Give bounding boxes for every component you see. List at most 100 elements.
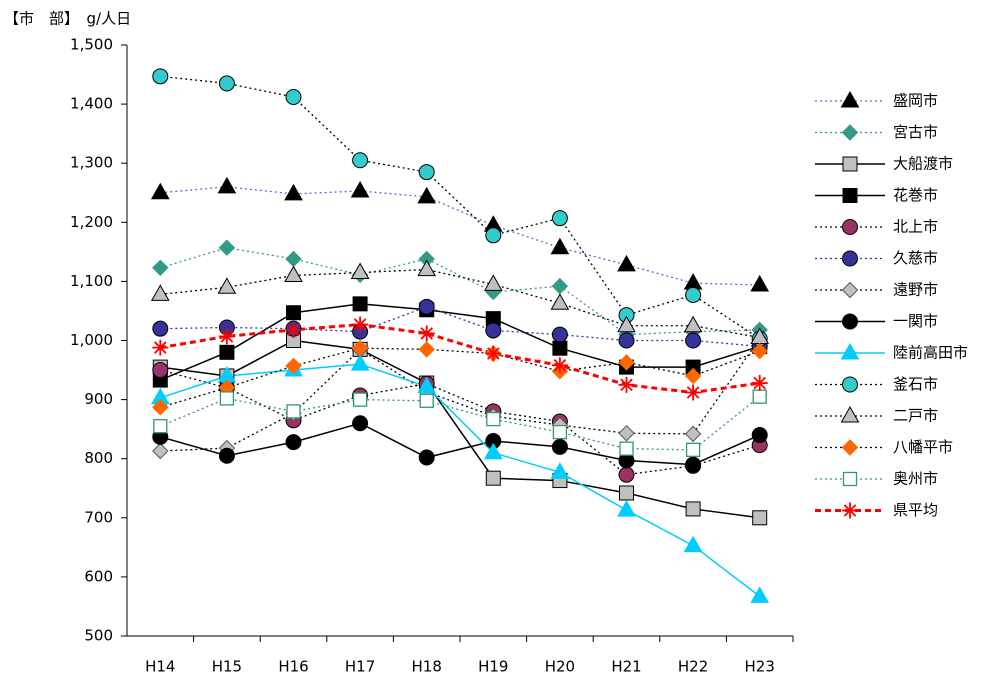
marker [152, 399, 169, 416]
marker [551, 438, 568, 455]
marker [285, 89, 302, 106]
marker [351, 339, 369, 357]
legend-label: 陸前高田市 [893, 344, 968, 362]
marker [618, 332, 635, 349]
marker [152, 362, 169, 379]
marker [285, 321, 302, 338]
marker [841, 281, 859, 299]
marker [352, 152, 369, 169]
marker [618, 354, 635, 371]
marker [418, 164, 435, 181]
x-tick-label: H15 [212, 658, 242, 676]
marker [352, 296, 368, 312]
marker [286, 305, 301, 321]
marker [752, 510, 768, 526]
marker [842, 156, 858, 172]
y-tick-label: 500 [84, 627, 113, 645]
marker [483, 442, 503, 460]
series-line [160, 323, 760, 395]
marker [751, 375, 768, 392]
marker [418, 449, 435, 466]
marker [617, 315, 636, 333]
marker [842, 502, 858, 519]
marker [285, 357, 302, 375]
legend-label: 遠野市 [893, 281, 938, 299]
marker [840, 405, 860, 423]
legend-label: 釜石市 [893, 375, 938, 393]
marker [419, 393, 434, 408]
marker [485, 227, 502, 244]
marker [750, 586, 770, 603]
marker [286, 404, 301, 419]
marker [150, 284, 170, 301]
series-line [160, 75, 761, 340]
series-line [160, 247, 760, 336]
marker [218, 328, 235, 345]
x-tick-label: H23 [745, 658, 775, 676]
marker [551, 277, 569, 295]
y-tick-label: 1,500 [70, 36, 113, 54]
marker [551, 357, 568, 374]
marker [284, 183, 303, 201]
series-line [160, 186, 760, 286]
y-tick-label: 1,000 [70, 331, 113, 349]
legend-label: 北上市 [893, 218, 938, 236]
marker [284, 265, 303, 282]
marker [619, 441, 634, 456]
marker [751, 427, 768, 444]
marker [684, 425, 702, 443]
x-tick-label: H19 [478, 658, 508, 676]
marker [350, 354, 370, 371]
marker [152, 68, 169, 85]
marker [418, 341, 435, 358]
marker [418, 298, 435, 315]
marker [550, 237, 570, 255]
marker [152, 339, 169, 356]
marker [352, 392, 368, 407]
x-tick-label: H17 [345, 658, 375, 676]
marker [219, 391, 235, 406]
series-line [160, 369, 760, 476]
marker [551, 326, 568, 343]
chart-title: 【市 部】 g/人日 [4, 10, 131, 28]
marker [350, 262, 370, 280]
marker [150, 182, 170, 200]
marker [218, 239, 236, 256]
marker [840, 342, 860, 360]
marker [683, 315, 703, 333]
marker [218, 75, 235, 92]
y-tick-label: 900 [84, 390, 113, 408]
series-line [160, 422, 761, 466]
marker [841, 124, 859, 141]
marker [483, 274, 503, 291]
marker [153, 419, 168, 434]
marker [842, 219, 858, 235]
marker [350, 180, 370, 198]
marker [152, 442, 169, 460]
marker [485, 345, 502, 362]
marker [617, 500, 636, 517]
marker [352, 316, 369, 333]
marker [685, 501, 701, 517]
series-line [160, 339, 760, 519]
marker [750, 274, 770, 292]
marker [752, 389, 767, 404]
legend-label: 花巻市 [893, 186, 938, 204]
marker [842, 471, 858, 487]
legend-label: 大船渡市 [893, 155, 953, 173]
marker [684, 367, 702, 385]
marker [219, 344, 235, 360]
marker [352, 415, 369, 432]
series-line [160, 338, 761, 452]
marker [551, 210, 568, 227]
marker [217, 176, 237, 194]
series-line [160, 347, 760, 408]
marker [217, 277, 237, 294]
marker [685, 286, 702, 303]
marker [152, 259, 169, 277]
marker [840, 90, 860, 108]
marker [842, 188, 858, 203]
marker [417, 376, 437, 394]
marker [685, 332, 702, 349]
